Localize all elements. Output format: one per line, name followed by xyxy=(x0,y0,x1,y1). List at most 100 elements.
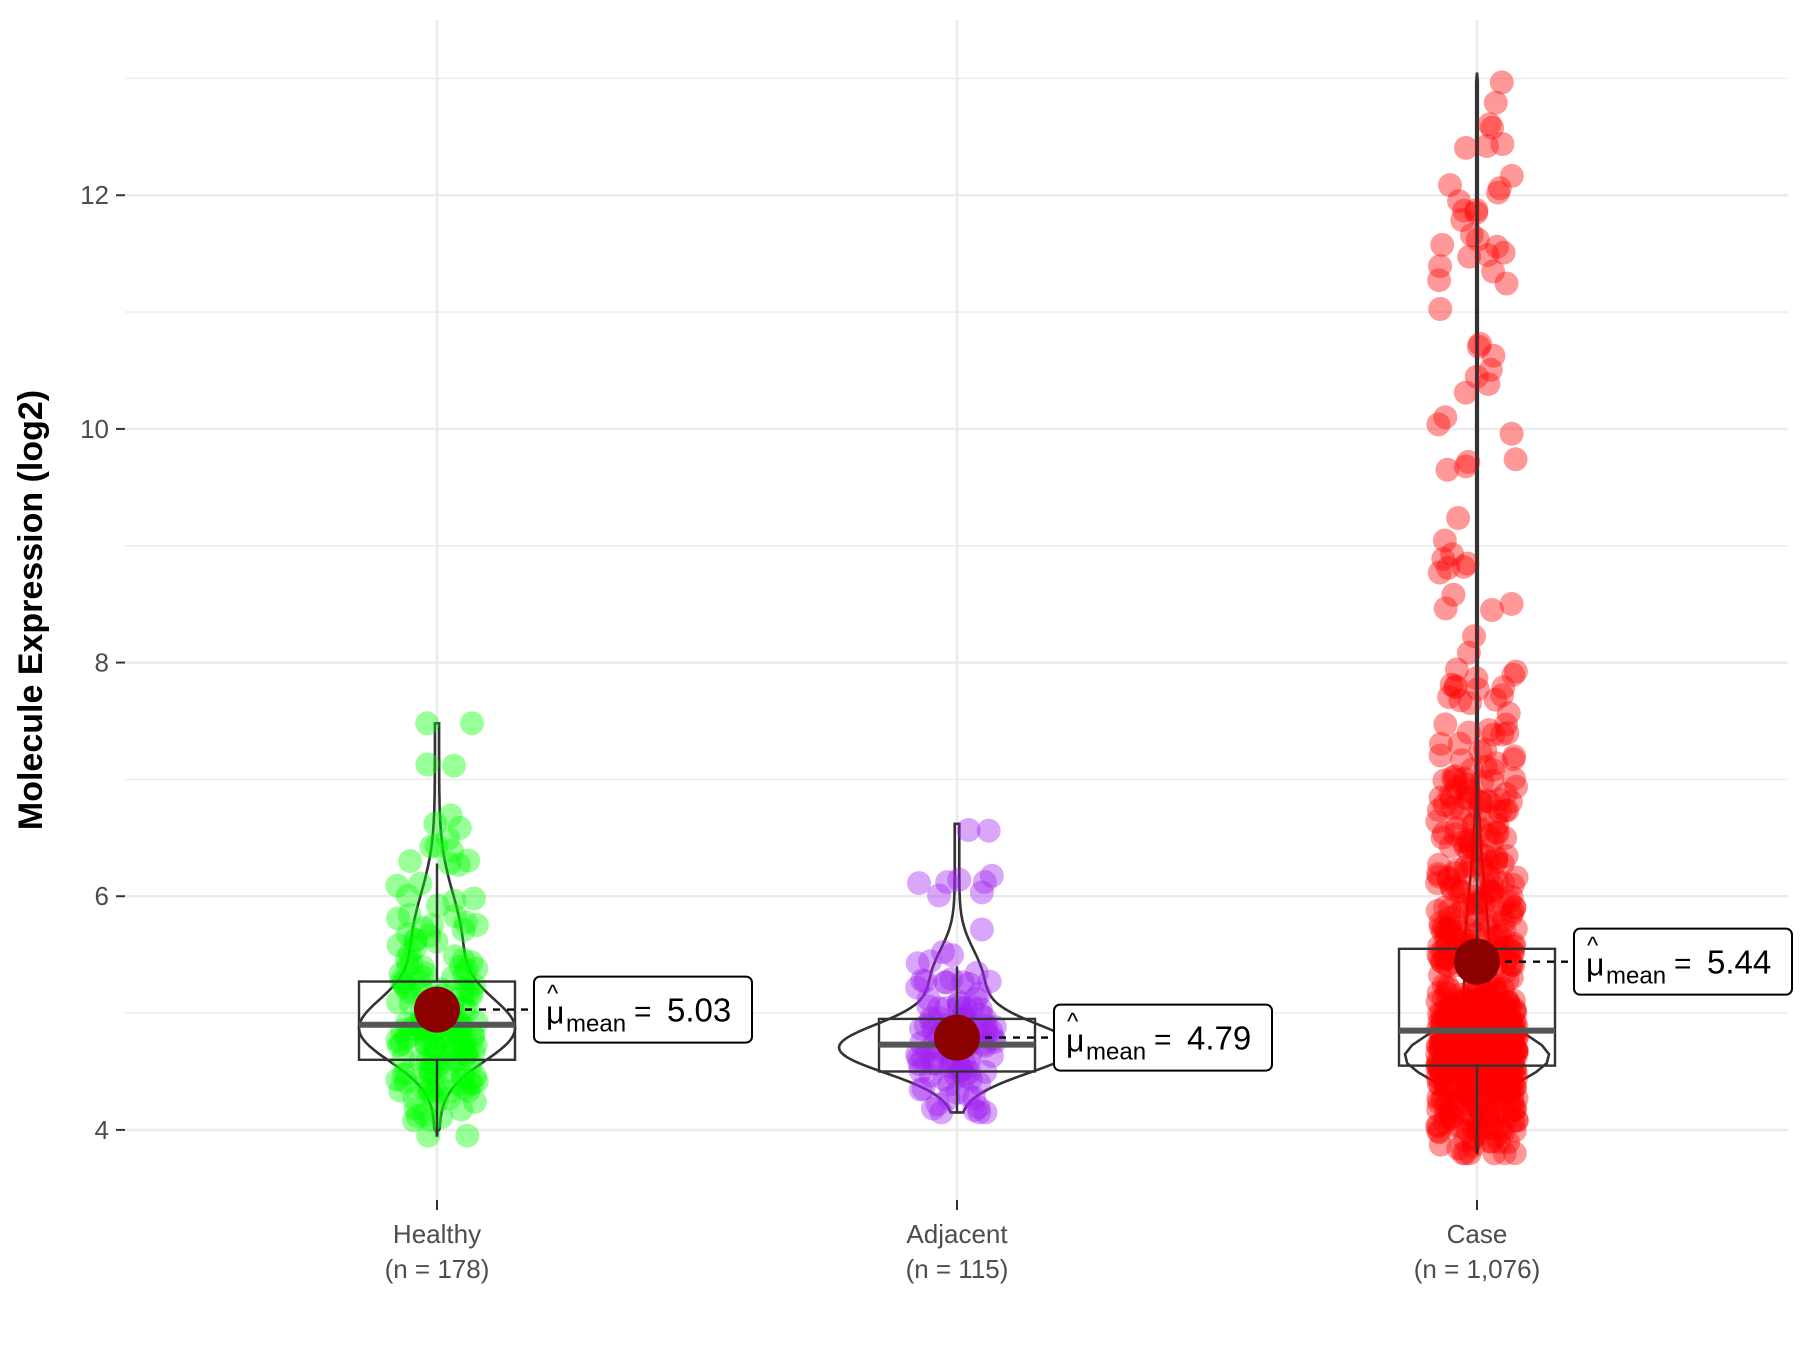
data-point xyxy=(1430,1031,1455,1056)
data-point xyxy=(1443,764,1468,789)
data-point xyxy=(1501,1052,1525,1077)
data-point xyxy=(403,928,427,953)
data-point xyxy=(910,968,935,993)
data-point xyxy=(1477,1029,1502,1053)
data-point xyxy=(1496,1074,1521,1099)
data-point xyxy=(442,944,467,969)
data-point xyxy=(1499,421,1524,446)
data-point xyxy=(1441,994,1466,1019)
data-point xyxy=(968,997,993,1022)
data-point xyxy=(423,1035,448,1060)
data-point xyxy=(1480,828,1505,853)
data-point xyxy=(1484,1084,1509,1109)
data-point xyxy=(1503,1000,1528,1025)
data-point xyxy=(1426,1072,1451,1096)
data-point xyxy=(1444,657,1469,682)
data-point xyxy=(1461,1134,1486,1159)
data-point xyxy=(1475,1057,1499,1082)
data-point xyxy=(1462,1071,1487,1096)
data-point xyxy=(1501,747,1526,772)
data-point xyxy=(1439,921,1464,946)
data-point xyxy=(1492,918,1517,943)
data-point xyxy=(1482,1029,1507,1054)
data-point xyxy=(1454,989,1479,1013)
data-point xyxy=(439,838,464,863)
data-point xyxy=(464,913,489,937)
data-point xyxy=(1491,240,1516,265)
data-point xyxy=(1502,766,1527,791)
data-point xyxy=(1473,1102,1498,1127)
data-point xyxy=(935,870,960,895)
data-point xyxy=(921,1051,945,1076)
data-point xyxy=(391,972,416,997)
data-point xyxy=(1458,992,1482,1016)
data-point xyxy=(1446,901,1471,926)
data-point xyxy=(1494,1056,1518,1081)
data-point xyxy=(1491,675,1516,700)
data-point xyxy=(1434,1051,1459,1076)
data-point xyxy=(1499,1076,1524,1101)
data-point xyxy=(1428,1037,1453,1062)
data-point xyxy=(1495,1080,1520,1105)
data-point xyxy=(1500,899,1525,924)
x-tick-count-case: (n = 1,076) xyxy=(1414,1254,1540,1284)
data-point xyxy=(1499,163,1524,188)
data-point xyxy=(1486,1099,1511,1124)
data-point xyxy=(1496,1130,1521,1155)
x-tick-label-adjacent: Adjacent xyxy=(906,1219,1008,1249)
data-point xyxy=(1497,994,1522,1019)
data-point xyxy=(1450,208,1475,233)
data-point xyxy=(458,1051,483,1076)
x-tick-count-healthy: (n = 178) xyxy=(385,1254,490,1284)
data-point xyxy=(1455,1078,1480,1103)
data-point xyxy=(1433,405,1458,430)
data-point xyxy=(1493,1061,1518,1086)
data-point xyxy=(1462,995,1487,1020)
data-point xyxy=(969,917,994,942)
data-point xyxy=(456,979,480,1004)
data-point xyxy=(1478,357,1503,382)
data-point xyxy=(1476,372,1501,397)
data-point xyxy=(1484,804,1509,829)
data-point xyxy=(1427,963,1452,988)
data-point xyxy=(1427,945,1452,970)
data-point xyxy=(1489,70,1514,95)
data-point xyxy=(463,1064,488,1089)
data-point xyxy=(1491,870,1516,895)
data-point xyxy=(441,965,465,990)
data-point xyxy=(1484,1028,1508,1053)
data-point xyxy=(1498,951,1523,976)
data-point xyxy=(1480,879,1505,904)
mean-hat: ^ xyxy=(1067,1009,1079,1036)
data-point xyxy=(1434,935,1459,960)
data-point xyxy=(1481,259,1506,284)
data-point xyxy=(462,1089,487,1114)
data-point xyxy=(385,990,410,1015)
data-point xyxy=(1477,1052,1502,1076)
data-point xyxy=(1425,898,1450,923)
data-point xyxy=(1492,909,1517,934)
data-point xyxy=(1439,785,1464,810)
data-point xyxy=(1431,1030,1456,1055)
data-point xyxy=(1496,989,1520,1014)
data-point xyxy=(1446,1051,1471,1076)
data-point xyxy=(973,1100,998,1125)
data-point xyxy=(964,960,989,985)
data-point xyxy=(1479,1066,1504,1091)
data-point xyxy=(1496,1100,1520,1125)
data-point xyxy=(1478,1072,1503,1097)
data-point xyxy=(399,951,424,976)
data-point xyxy=(1480,598,1504,622)
data-point xyxy=(1461,1094,1485,1119)
data-point xyxy=(460,711,484,736)
data-point xyxy=(1495,1042,1520,1067)
data-point xyxy=(1490,722,1515,747)
data-point xyxy=(1451,554,1476,579)
data-point xyxy=(1485,234,1509,259)
data-point xyxy=(1461,999,1486,1024)
data-point xyxy=(1436,976,1461,1001)
data-point xyxy=(391,1046,416,1071)
data-point xyxy=(418,1061,443,1085)
data-point xyxy=(1481,343,1506,368)
data-point xyxy=(395,883,420,908)
